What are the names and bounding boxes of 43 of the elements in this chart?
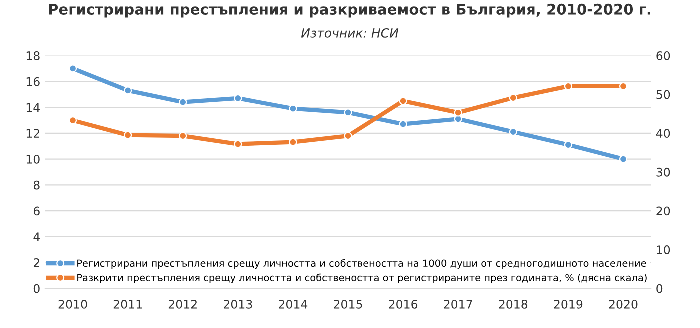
x-tick-label: 2015 [334,300,362,309]
point [234,140,242,148]
point [124,86,132,95]
y-tick-label: 14 [26,103,40,112]
x-tick-label: 2012 [168,300,197,309]
x-tick-label: 2018 [499,300,528,309]
y-tick-label: 0 [34,284,40,294]
y2-tick-label: 20 [656,206,670,216]
legend-label: Разкрити престъпления срещу личността и собствеността от регистрираните през годината, % (дясна скала) [78,274,647,284]
y2-tick-label: 40 [656,129,670,138]
y2-tick-label: 60 [656,51,670,60]
chart-title: Регистрирани престъпления и разкриваемост в България, 2010-2020 г. [49,4,650,18]
y2-tick-label: 10 [657,246,670,254]
legend-label: Регистрирани престъпления срещу личността и собствеността на 1000 души от средногодишното население [78,259,646,269]
point [289,104,298,113]
point [179,98,188,106]
y-tick-label: 2 [34,258,40,268]
y2-tick-label: 30 [656,168,670,177]
point [619,155,628,164]
x-tick-label: 2017 [444,300,472,309]
y2-tick-label: 0 [656,284,663,294]
x-tick-label: 2010 [58,300,88,309]
y2-tick-label: 50 [656,90,670,100]
x-tick-label: 2011 [114,300,142,309]
point [124,131,132,140]
chart-subtitle: Източник: НСИ [301,28,399,38]
y-tick-label: 8 [34,180,40,190]
point [289,138,298,146]
y-tick-label: 12 [26,129,40,138]
y-tick-label: 16 [26,77,40,86]
point [344,108,352,117]
point [399,97,408,106]
y-tick-label: 4 [34,232,40,242]
point [399,120,408,128]
x-tick-label: 2016 [389,300,418,309]
x-tick-label: 2020 [609,300,638,309]
point [454,108,462,117]
x-tick-label: 2014 [279,300,308,309]
y-tick-label: 10 [26,154,40,164]
x-tick-label: 2019 [554,300,583,309]
y-tick-label: 6 [34,206,40,216]
x-tick-label: 2013 [224,300,252,309]
y-tick-label: 18 [26,51,40,60]
